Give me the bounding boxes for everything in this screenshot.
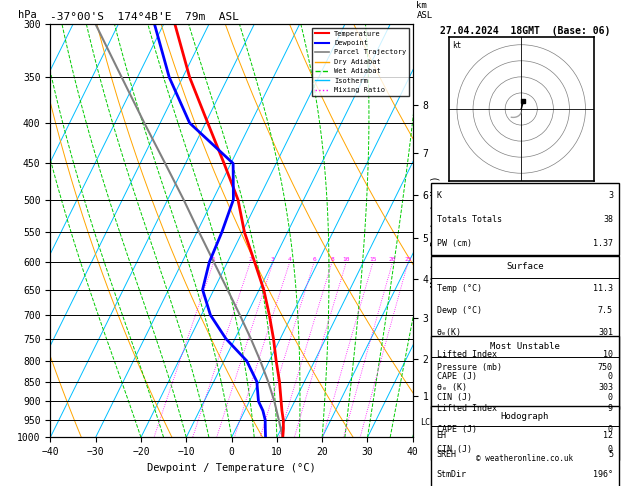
Text: Totals Totals: Totals Totals [437,215,501,224]
Text: 15: 15 [369,257,377,262]
Text: 4: 4 [288,257,292,262]
Text: 1.37: 1.37 [593,239,613,248]
Text: StmDir: StmDir [437,470,467,479]
Bar [431,336,619,460]
Text: km
ASL: km ASL [416,1,433,20]
X-axis label: Dewpoint / Temperature (°C): Dewpoint / Temperature (°C) [147,463,316,473]
Text: 20: 20 [389,257,396,262]
Text: Temp (°C): Temp (°C) [437,284,482,293]
Text: hPa: hPa [18,10,36,20]
Text: PW (cm): PW (cm) [437,239,472,248]
Text: K: K [437,191,442,200]
Text: -37°00'S  174°4B'E  79m  ASL: -37°00'S 174°4B'E 79m ASL [50,12,239,22]
Text: Most Unstable: Most Unstable [490,342,560,351]
Text: CIN (J): CIN (J) [437,445,472,454]
Text: 5: 5 [608,451,613,459]
Text: CAPE (J): CAPE (J) [437,425,477,434]
Text: 11.3: 11.3 [593,284,613,293]
Text: 6: 6 [312,257,316,262]
Text: 25: 25 [404,257,412,262]
Text: 38: 38 [603,215,613,224]
Text: CAPE (J): CAPE (J) [437,372,477,381]
Text: Lifted Index: Lifted Index [437,349,496,359]
Text: θₑ(K): θₑ(K) [437,328,462,337]
Text: kt: kt [452,41,462,50]
Text: 2: 2 [248,257,252,262]
Text: 3: 3 [608,191,613,200]
Text: Dewp (°C): Dewp (°C) [437,306,482,315]
Text: Lifted Index: Lifted Index [437,404,496,413]
Text: 750: 750 [598,363,613,372]
Text: 10: 10 [343,257,350,262]
Bar [431,406,619,486]
Text: 303: 303 [598,383,613,392]
Text: LCL: LCL [420,418,435,427]
Text: 12: 12 [603,431,613,440]
Text: θₑ (K): θₑ (K) [437,383,467,392]
Text: 0: 0 [608,425,613,434]
Text: 0: 0 [608,394,613,402]
Text: Surface: Surface [506,262,543,271]
Text: 0: 0 [608,372,613,381]
Y-axis label: Mixing Ratio (g/kg): Mixing Ratio (g/kg) [431,175,441,287]
Text: 7.5: 7.5 [598,306,613,315]
Text: © weatheronline.co.uk: © weatheronline.co.uk [476,454,573,463]
Bar [431,256,619,409]
Text: Hodograph: Hodograph [501,412,549,420]
Text: 27.04.2024  18GMT  (Base: 06): 27.04.2024 18GMT (Base: 06) [440,26,610,36]
Text: 196°: 196° [593,470,613,479]
Text: 0: 0 [608,445,613,454]
Text: Pressure (mb): Pressure (mb) [437,363,501,372]
Text: 9: 9 [608,404,613,413]
Text: 1: 1 [212,257,216,262]
Text: 3: 3 [271,257,275,262]
Text: EH: EH [437,431,447,440]
Text: 301: 301 [598,328,613,337]
Legend: Temperature, Dewpoint, Parcel Trajectory, Dry Adiabat, Wet Adiabat, Isotherm, Mi: Temperature, Dewpoint, Parcel Trajectory… [312,28,409,96]
Text: 10: 10 [603,349,613,359]
Text: SREH: SREH [437,451,457,459]
Bar [431,183,619,255]
Text: CIN (J): CIN (J) [437,394,472,402]
Text: 8: 8 [330,257,334,262]
